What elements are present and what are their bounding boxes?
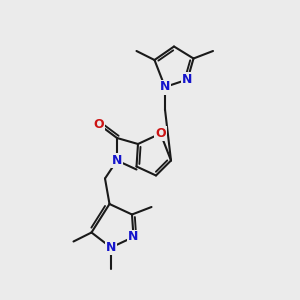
Text: N: N	[128, 230, 139, 244]
Text: N: N	[106, 241, 116, 254]
Text: O: O	[155, 127, 166, 140]
Text: N: N	[160, 80, 170, 94]
Text: N: N	[182, 73, 193, 86]
Text: N: N	[112, 154, 122, 167]
Text: O: O	[94, 118, 104, 131]
